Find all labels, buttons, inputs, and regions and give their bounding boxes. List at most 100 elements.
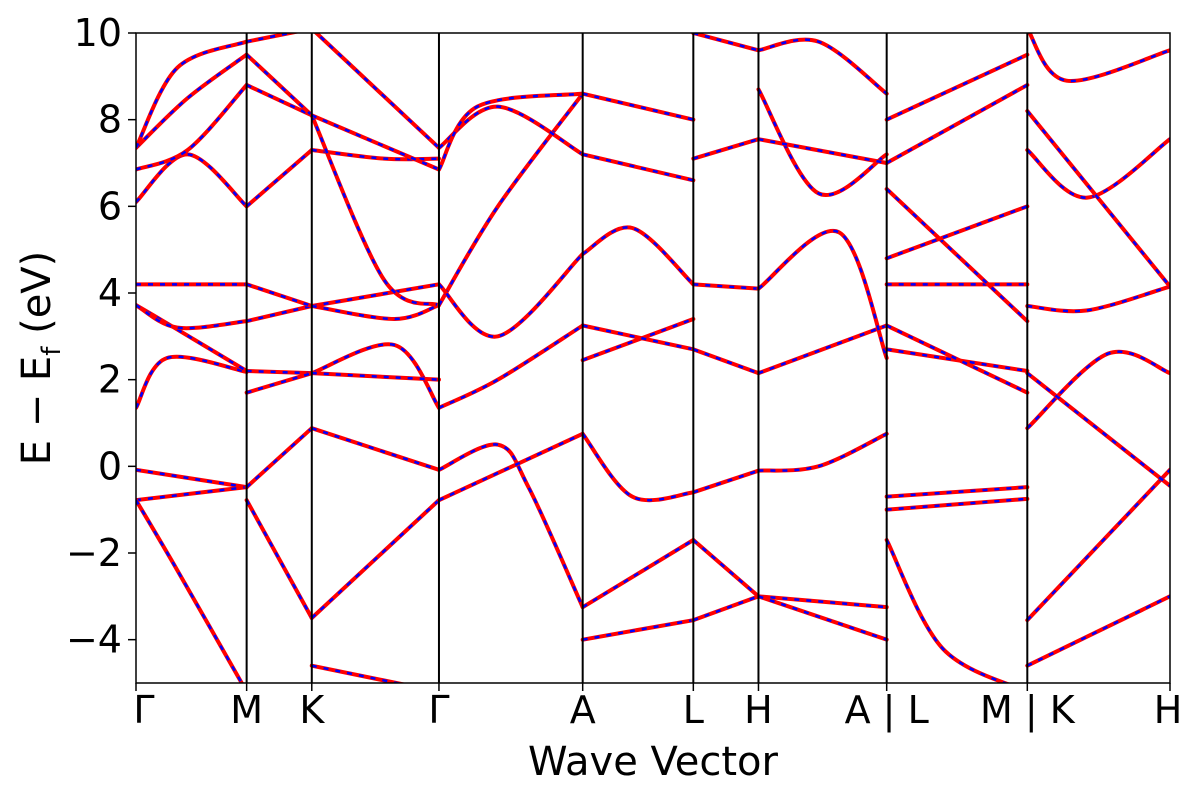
band-line-blue-dashed	[245, 499, 313, 619]
band-line-blue-dashed	[1026, 595, 1170, 667]
y-tick-label: 6	[98, 184, 122, 228]
band-line-blue-dashed	[758, 137, 887, 165]
band-line-blue-dashed	[245, 427, 313, 489]
band-line-red	[244, 371, 314, 395]
band-line-blue-dashed	[437, 92, 584, 306]
x-tick-label: M	[230, 688, 263, 732]
x-tick-label: L	[683, 688, 704, 732]
y-axis-label-unit: (eV)	[14, 251, 60, 347]
band-line-blue-dashed	[1026, 138, 1170, 199]
y-tick-label: 4	[98, 271, 122, 315]
band-line-blue-dashed	[886, 324, 1028, 394]
band-line-red	[244, 83, 314, 118]
band-line-blue-dashed	[758, 595, 888, 641]
x-tick-label: H	[744, 688, 773, 732]
band-line-red	[309, 303, 441, 322]
band-line-red	[691, 468, 761, 495]
band-line-red	[884, 496, 1030, 512]
x-tick-label: A	[570, 688, 596, 732]
band-line-red	[309, 113, 441, 308]
band-line-red	[244, 369, 314, 376]
x-tick-label: A | L	[845, 688, 929, 733]
band-line-blue-dashed	[311, 283, 440, 308]
band-line-blue-dashed	[311, 371, 440, 381]
y-axis-label-subscript: f	[37, 346, 67, 356]
band-line-blue-dashed	[437, 92, 583, 171]
plot-frame	[135, 32, 1171, 684]
x-tick-label: Γ	[428, 688, 449, 732]
y-axis-label-main: E − E	[14, 356, 60, 466]
band-line-blue-dashed	[886, 205, 1028, 260]
band-line-red	[436, 104, 585, 157]
x-axis-label: Wave Vector	[528, 739, 779, 785]
plot-area	[135, 32, 1171, 684]
x-tick-label: M | K	[980, 688, 1076, 733]
band-line-blue-dashed	[1026, 110, 1170, 288]
band-line-red	[136, 467, 249, 490]
x-tick-label: H	[1154, 688, 1183, 732]
band-line-red	[436, 252, 585, 339]
band-line-red	[436, 323, 585, 410]
y-tick-label: 8	[98, 98, 122, 142]
band-line-red	[580, 91, 696, 122]
band-line-blue-dashed	[885, 539, 1009, 683]
band-line-red	[691, 594, 761, 623]
band-line-blue-dashed	[886, 53, 1028, 121]
band-line-red	[580, 618, 696, 642]
band-line-blue-dashed	[1026, 468, 1170, 622]
y-tick-label: 10	[74, 11, 122, 55]
band-line-blue-dashed	[136, 53, 248, 149]
band-line-blue-dashed	[885, 188, 1029, 323]
band-line-red	[244, 33, 301, 44]
band-line-red	[136, 303, 249, 331]
band-line-red	[1027, 33, 1170, 83]
band-line-red	[309, 113, 441, 172]
band-line-blue-dashed	[311, 664, 403, 683]
band-line-red	[580, 152, 696, 183]
band-line-blue-dashed	[438, 324, 584, 409]
band-line-red	[884, 538, 1011, 683]
y-axis-label: E − Ef (eV)	[14, 251, 67, 466]
band-line-blue-dashed	[581, 433, 694, 502]
band-line-red	[136, 498, 244, 683]
band-line-blue-dashed	[1028, 33, 1170, 83]
band-line-red	[691, 33, 761, 53]
band-line-blue-dashed	[692, 539, 760, 598]
band-line-blue-dashed	[438, 443, 584, 608]
band-line-red	[691, 282, 761, 291]
band-lines	[136, 33, 1170, 683]
band-line-red	[756, 228, 889, 360]
x-tick-label: K	[299, 688, 325, 732]
band-line-blue-dashed	[757, 88, 888, 197]
band-line-red	[244, 282, 314, 308]
band-line-red	[244, 304, 314, 324]
band-line-blue-dashed	[245, 149, 313, 208]
band-line-blue-dashed	[314, 33, 440, 149]
band-line-red	[756, 323, 889, 376]
band-line-red	[580, 225, 696, 287]
band-line-red	[691, 347, 761, 376]
band-line-blue-dashed	[136, 153, 248, 208]
band-line-red	[1025, 467, 1170, 623]
band-line-red	[1025, 137, 1170, 200]
band-line-blue-dashed	[310, 499, 440, 619]
band-line-red	[436, 91, 585, 172]
x-tick-label: Γ	[133, 688, 154, 732]
band-line-red	[244, 498, 314, 620]
y-tick-label: −2	[66, 531, 122, 575]
band-line-red	[1025, 371, 1170, 488]
band-line-blue-dashed	[1026, 350, 1170, 430]
band-line-red	[691, 137, 761, 161]
band-line-red	[884, 52, 1030, 122]
band-line-blue-dashed	[438, 105, 584, 156]
band-line-blue-dashed	[136, 40, 248, 149]
band-line-blue-dashed	[582, 226, 695, 286]
y-tick-label: −4	[66, 618, 122, 662]
band-line-red	[884, 485, 1030, 499]
band-line-blue-dashed	[582, 317, 694, 362]
band-line-red	[580, 323, 696, 352]
band-line-blue-dashed	[758, 38, 888, 95]
band-line-blue-dashed	[582, 538, 694, 609]
